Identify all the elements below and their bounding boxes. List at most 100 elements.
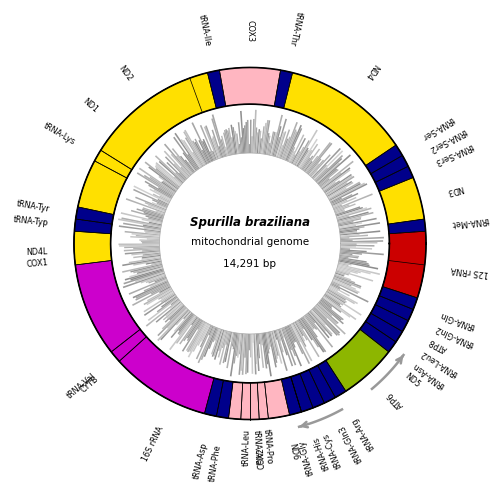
- Polygon shape: [298, 320, 304, 329]
- Polygon shape: [166, 163, 186, 182]
- Polygon shape: [204, 378, 224, 416]
- Polygon shape: [154, 190, 172, 201]
- Polygon shape: [198, 324, 209, 346]
- Polygon shape: [328, 287, 358, 305]
- Text: Spurilla braziliana: Spurilla braziliana: [190, 216, 310, 228]
- Polygon shape: [136, 235, 160, 238]
- Polygon shape: [331, 284, 368, 303]
- Polygon shape: [212, 115, 226, 158]
- Polygon shape: [183, 318, 200, 342]
- Text: ATP6: ATP6: [385, 389, 405, 409]
- Polygon shape: [144, 294, 176, 316]
- Polygon shape: [326, 183, 347, 197]
- Polygon shape: [150, 189, 171, 202]
- Polygon shape: [324, 181, 340, 193]
- Polygon shape: [340, 253, 352, 256]
- Polygon shape: [223, 133, 230, 156]
- Polygon shape: [336, 270, 374, 282]
- Polygon shape: [278, 146, 283, 159]
- Polygon shape: [156, 203, 167, 209]
- Polygon shape: [251, 334, 254, 374]
- Polygon shape: [331, 198, 342, 204]
- Polygon shape: [310, 160, 324, 177]
- Polygon shape: [134, 186, 169, 204]
- Polygon shape: [382, 232, 426, 298]
- Polygon shape: [187, 319, 200, 339]
- Polygon shape: [142, 250, 160, 252]
- Polygon shape: [260, 334, 263, 346]
- Polygon shape: [154, 277, 166, 283]
- Polygon shape: [208, 71, 226, 109]
- Polygon shape: [328, 183, 353, 199]
- Polygon shape: [286, 125, 302, 162]
- Polygon shape: [202, 150, 209, 164]
- Polygon shape: [180, 167, 190, 178]
- Polygon shape: [316, 305, 338, 325]
- Polygon shape: [258, 382, 268, 420]
- Polygon shape: [314, 168, 328, 182]
- Polygon shape: [197, 321, 203, 330]
- Polygon shape: [292, 152, 300, 165]
- Polygon shape: [300, 319, 319, 348]
- Polygon shape: [212, 328, 219, 343]
- Polygon shape: [340, 232, 357, 235]
- Polygon shape: [133, 265, 162, 274]
- Polygon shape: [142, 253, 160, 256]
- Polygon shape: [300, 370, 324, 408]
- Polygon shape: [142, 255, 161, 259]
- Polygon shape: [340, 244, 356, 245]
- Polygon shape: [150, 279, 167, 287]
- Polygon shape: [174, 164, 188, 179]
- Polygon shape: [247, 121, 249, 154]
- Polygon shape: [246, 122, 248, 154]
- Polygon shape: [322, 298, 342, 313]
- Polygon shape: [133, 247, 160, 250]
- Polygon shape: [322, 297, 350, 318]
- Polygon shape: [201, 325, 210, 342]
- Polygon shape: [161, 296, 177, 308]
- Text: COX3: COX3: [246, 20, 254, 41]
- Polygon shape: [212, 329, 222, 357]
- Polygon shape: [340, 235, 368, 238]
- Polygon shape: [330, 286, 338, 292]
- Polygon shape: [211, 119, 224, 158]
- Polygon shape: [218, 331, 226, 358]
- Polygon shape: [129, 258, 160, 264]
- Polygon shape: [296, 321, 320, 358]
- Polygon shape: [333, 278, 351, 287]
- Polygon shape: [276, 133, 284, 158]
- Polygon shape: [148, 218, 162, 223]
- Polygon shape: [124, 268, 164, 281]
- Polygon shape: [176, 156, 192, 175]
- Polygon shape: [313, 308, 340, 336]
- Polygon shape: [188, 323, 208, 358]
- Polygon shape: [124, 246, 160, 249]
- Polygon shape: [212, 137, 221, 159]
- Polygon shape: [187, 320, 202, 342]
- Text: tRNA-Cys: tRNA-Cys: [322, 430, 344, 468]
- Polygon shape: [78, 79, 202, 215]
- Polygon shape: [330, 183, 361, 202]
- Polygon shape: [266, 333, 270, 350]
- Polygon shape: [305, 315, 317, 330]
- Polygon shape: [238, 144, 241, 154]
- Polygon shape: [279, 130, 290, 159]
- Polygon shape: [151, 285, 170, 295]
- Polygon shape: [141, 241, 160, 243]
- Polygon shape: [336, 211, 345, 215]
- Polygon shape: [340, 255, 358, 259]
- Text: tRNA-Ser3: tRNA-Ser3: [434, 141, 475, 166]
- Polygon shape: [174, 134, 200, 170]
- Polygon shape: [142, 243, 160, 244]
- Polygon shape: [338, 217, 361, 224]
- Polygon shape: [175, 173, 185, 182]
- Polygon shape: [336, 207, 363, 217]
- Polygon shape: [286, 326, 296, 348]
- Polygon shape: [192, 324, 208, 352]
- Polygon shape: [264, 333, 270, 354]
- Polygon shape: [164, 305, 184, 323]
- Polygon shape: [328, 288, 355, 305]
- Polygon shape: [236, 134, 240, 154]
- Polygon shape: [170, 313, 192, 338]
- Polygon shape: [313, 165, 327, 180]
